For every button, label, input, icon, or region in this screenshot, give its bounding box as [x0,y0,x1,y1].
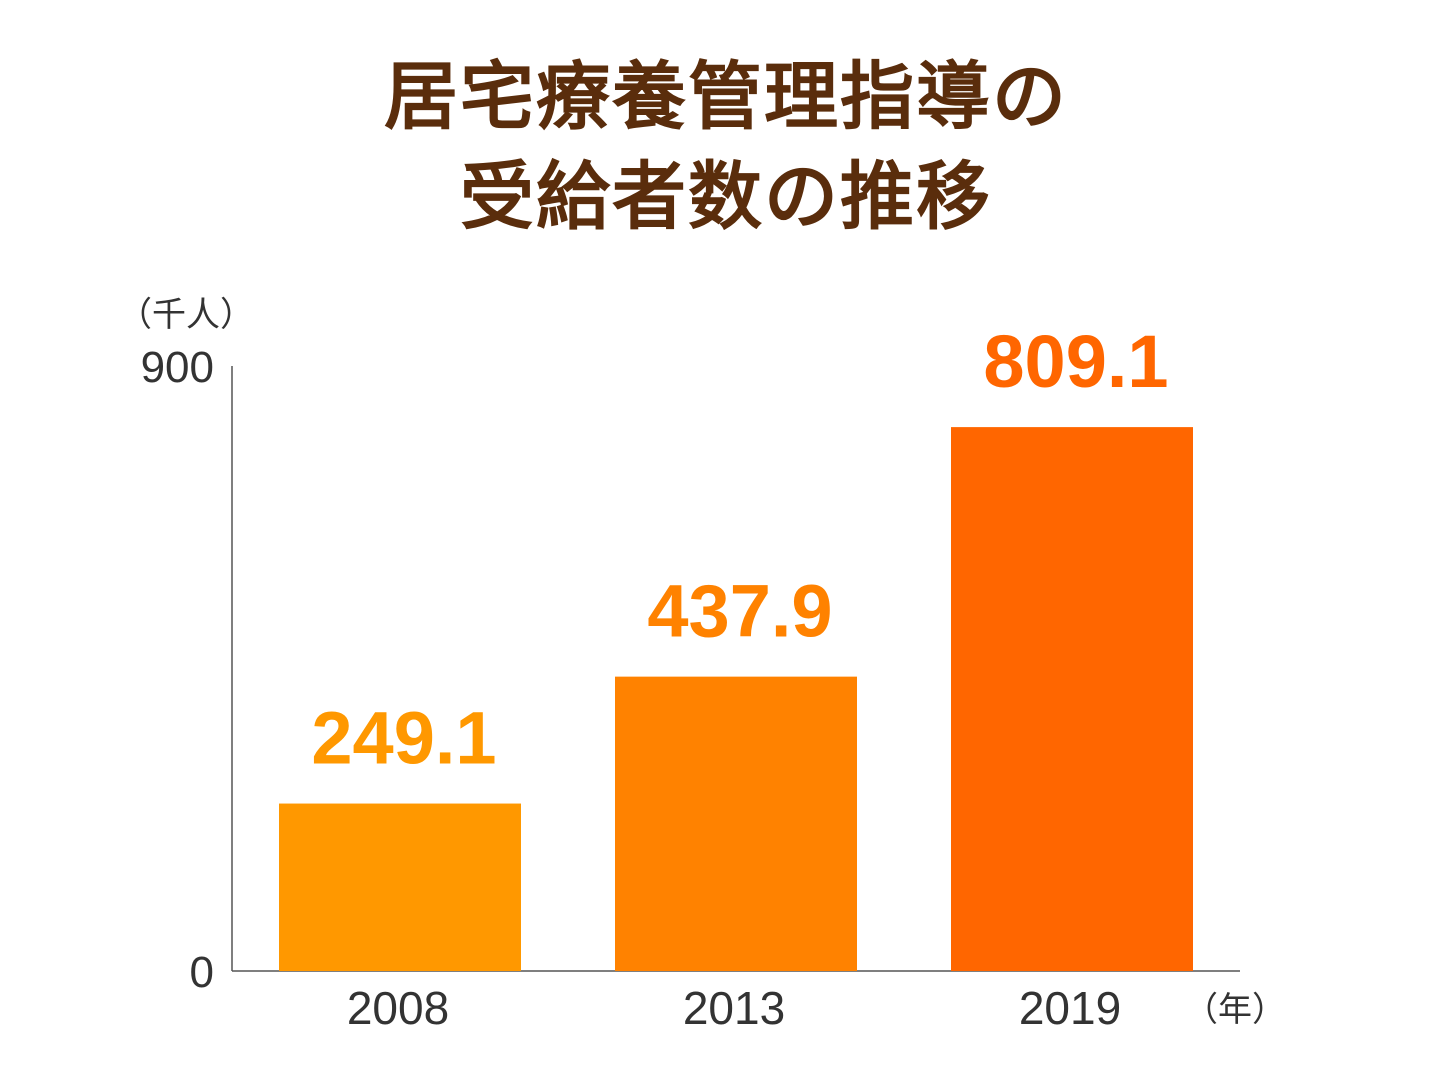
y-axis-unit-label: （千人） [118,295,254,335]
chart-title-line-2: 受給者数の推移 [460,154,992,240]
data-label-2019: 809.1 [983,320,1168,403]
data-label-2008: 249.1 [311,697,496,780]
bar-2019 [951,427,1193,972]
x-tick-label-2013: 2013 [683,982,785,1034]
chart-title-line-1: 居宅療養管理指導の [384,54,1068,140]
data-label-2013: 437.9 [647,570,832,653]
y-tick-label: 900 [141,343,214,392]
bar-2013 [615,676,857,971]
x-tick-label-2019: 2019 [1019,982,1121,1034]
x-axis-unit-label: （年） [1184,990,1286,1030]
x-tick-label-2008: 2008 [347,982,449,1034]
bar-2008 [279,803,521,971]
y-tick-label: 0 [190,948,214,997]
